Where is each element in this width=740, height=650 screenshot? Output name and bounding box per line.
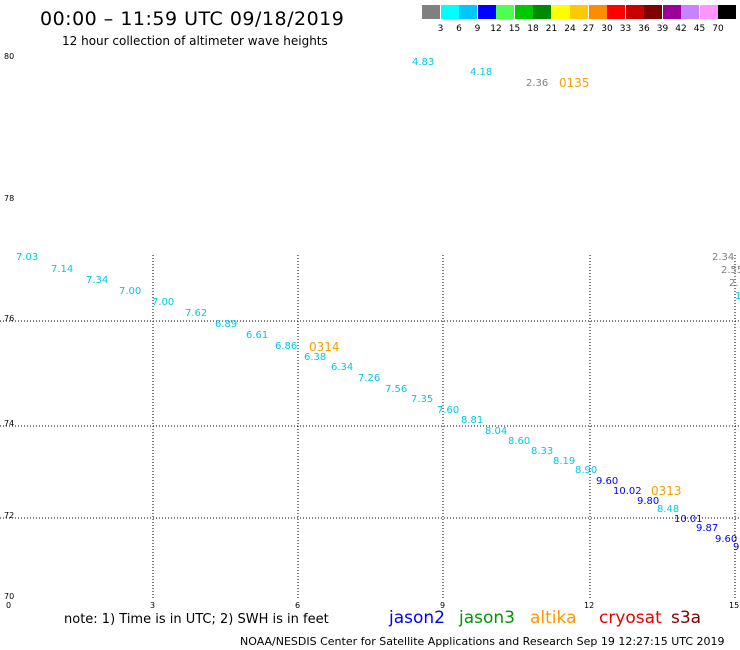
units-note: note: 1) Time is in UTC; 2) SWH is in fe… <box>64 612 329 627</box>
lon-label: 9 <box>440 601 446 610</box>
wave-height-label: 8.90 <box>575 465 598 476</box>
wave-height-label: 7.35 <box>411 394 434 405</box>
wave-height-label: 10.01 <box>674 514 703 525</box>
legend-cryosat: cryosat <box>599 608 662 628</box>
colorbar-tick-label: 30 <box>601 24 613 34</box>
colorbar-swatch <box>570 5 588 19</box>
lat-label: 78 <box>4 194 15 203</box>
wave-height-label: 7.26 <box>358 373 381 384</box>
wave-height-label: 4.83 <box>412 57 435 68</box>
colorbar-tick-label: 24 <box>564 24 576 34</box>
wave-height-label: 4.18 <box>470 67 493 78</box>
wave-height-label: 8.48 <box>657 504 680 515</box>
colorbar-swatch <box>422 5 440 19</box>
colorbar-tick-label: 42 <box>675 24 687 34</box>
lat-label: 76 <box>4 314 15 323</box>
legend-altika: altika <box>530 608 577 628</box>
colorbar-tick-label: 12 <box>490 24 502 34</box>
pass-label: 0313 <box>651 484 682 498</box>
lat-label: 74 <box>4 419 15 428</box>
wave-height-label: 1 <box>735 291 740 302</box>
lon-label: 15 <box>729 601 740 610</box>
colorbar-swatch <box>607 5 625 19</box>
wave-height-label: 7.14 <box>51 264 74 275</box>
colorbar-swatch <box>662 5 681 19</box>
colorbar-swatch <box>496 5 514 19</box>
colorbar-swatch <box>533 5 551 19</box>
wave-height-label: 2.36 <box>526 78 549 89</box>
colorbar-swatch <box>699 5 718 19</box>
colorbar-tick-label: 9 <box>474 24 481 34</box>
wave-height-label: 9.60 <box>715 534 738 545</box>
wave-height-label: 7.03 <box>16 252 39 263</box>
colorbar-swatch <box>718 5 736 19</box>
wave-height-label: 2.55 <box>721 265 740 276</box>
wave-height-label: 6.61 <box>246 330 269 341</box>
pass-label: 0314 <box>309 340 340 354</box>
colorbar-tick-label: 21 <box>545 24 558 34</box>
colorbar-swatch <box>551 5 570 19</box>
colorbar-tick-label: 39 <box>656 24 669 34</box>
wave-height-label: 6.89 <box>215 319 238 330</box>
colorbar-tick-label: 18 <box>527 24 539 34</box>
colorbar-tick-label: 45 <box>693 24 706 34</box>
colorbar-tick-label: 3 <box>437 24 444 34</box>
colorbar-swatch <box>440 5 459 19</box>
wave-height-label: 6.86 <box>275 341 298 352</box>
wave-height-label: 8.04 <box>485 426 508 437</box>
credit-footer: NOAA/NESDIS Center for Satellite Applica… <box>240 635 725 648</box>
wave-height-label: 6.38 <box>304 352 327 363</box>
legend-jason3: jason3 <box>459 608 515 628</box>
wave-height-label: 7.34 <box>86 275 109 286</box>
map-subtitle: 12 hour collection of altimeter wave hei… <box>62 34 328 48</box>
wave-height-label: 8.19 <box>553 456 576 467</box>
pass-label: 0135 <box>559 76 590 90</box>
colorbar-swatch <box>644 5 662 19</box>
wave-height-label: 2. <box>729 278 739 289</box>
colorbar-swatch <box>514 5 533 19</box>
wave-height-label: 7.62 <box>185 308 208 319</box>
wave-height-label: 7.00 <box>152 297 175 308</box>
wave-height-label: 9.80 <box>637 496 660 507</box>
lat-label: 80 <box>4 52 15 61</box>
wave-height-label: 8.60 <box>508 436 531 447</box>
wave-height-label: 7.00 <box>119 286 142 297</box>
colorbar-tick-label: 70 <box>712 24 724 34</box>
colorbar-swatch <box>477 5 496 19</box>
colorbar-tick-label: 33 <box>619 24 632 34</box>
lat-label: 72 <box>4 511 15 520</box>
colorbar-tick-label: 27 <box>582 24 595 34</box>
legend-s3a: s3a <box>671 608 702 628</box>
wave-height-label: 8.81 <box>461 415 484 426</box>
lat-label: 70 <box>4 592 15 601</box>
wave-height-label: 6.34 <box>331 362 354 373</box>
wave-height-label: 9.60 <box>596 476 619 487</box>
colorbar-swatch <box>681 5 699 19</box>
colorbar-tick-label: 36 <box>638 24 650 34</box>
map-title: 00:00 – 11:59 UTC 09/18/2019 <box>40 8 345 30</box>
lon-label: 12 <box>584 601 595 610</box>
colorbar-tick-label: 6 <box>456 24 462 34</box>
colorbar-swatch <box>588 5 607 19</box>
wave-height-label: 9.87 <box>696 523 719 534</box>
wave-height-label: 8.33 <box>531 446 554 457</box>
wave-height-label: 7.56 <box>385 384 408 395</box>
wave-height-label: 7.60 <box>437 405 460 416</box>
colorbar-swatch <box>625 5 644 19</box>
wave-height-label: 2.34 <box>712 252 735 263</box>
wave-height-label: 10.02 <box>613 486 642 497</box>
lon-label: 6 <box>295 601 301 610</box>
wave-height-label: 9 <box>733 542 740 553</box>
colorbar-swatch <box>459 5 477 19</box>
legend-jason2: jason2 <box>389 608 445 628</box>
lon-label: 0 <box>6 601 12 610</box>
lon-label: 3 <box>150 601 156 610</box>
colorbar-tick-label: 15 <box>508 24 521 34</box>
